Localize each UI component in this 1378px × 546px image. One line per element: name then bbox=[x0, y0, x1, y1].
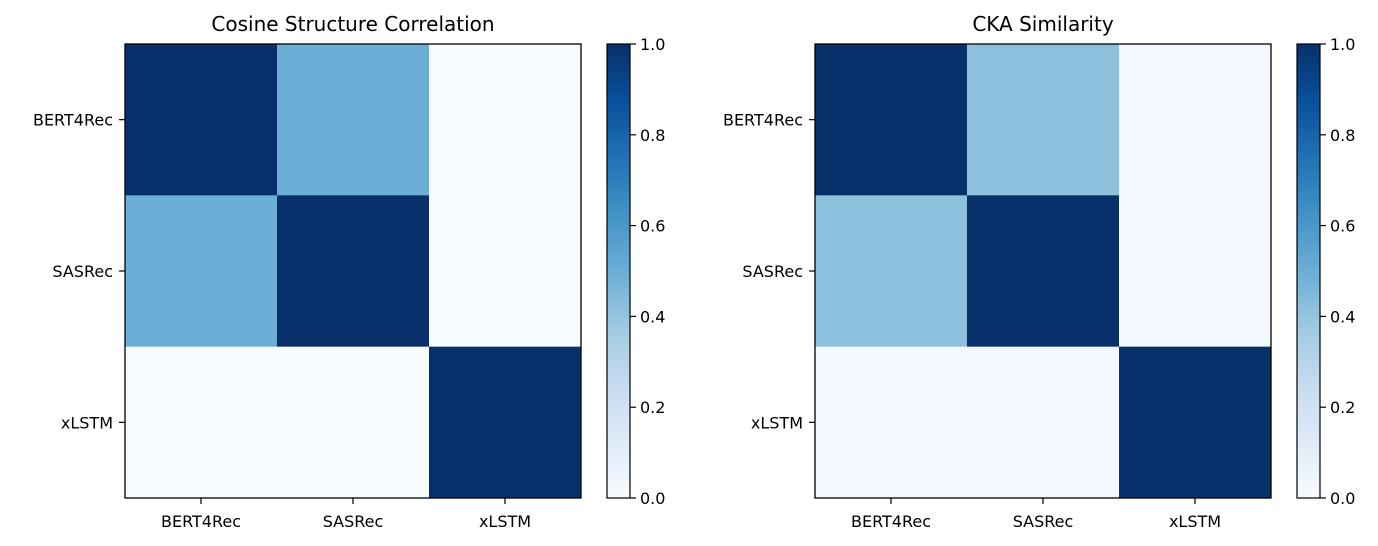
heatmap-cell bbox=[967, 44, 1120, 196]
heatmap-cell bbox=[967, 346, 1120, 499]
colorbar-tick-label: 0.4 bbox=[640, 307, 665, 326]
x-tick-label: SASRec bbox=[1013, 512, 1074, 531]
colorbar-tick-label: 0.4 bbox=[1330, 307, 1355, 326]
heatmap-cell bbox=[1119, 195, 1272, 348]
heatmap-cells bbox=[815, 44, 1272, 499]
colorbar: 0.0 0.2 0.4 0.6 0.8 1.0 bbox=[1296, 35, 1355, 508]
chart-title: CKA Similarity bbox=[972, 12, 1113, 36]
heatmap-cell bbox=[1119, 44, 1272, 196]
colorbar-tick-label: 0.0 bbox=[640, 489, 665, 508]
y-axis: BERT4Rec SASRec xLSTM bbox=[723, 111, 815, 432]
colorbar-tick-label: 0.2 bbox=[640, 398, 665, 417]
y-tick-label: SASRec bbox=[52, 262, 113, 281]
y-axis: BERT4Rec SASRec xLSTM bbox=[33, 111, 125, 432]
heatmap-cell bbox=[429, 44, 582, 196]
y-tick-label: SASRec bbox=[742, 262, 803, 281]
y-tick-label: BERT4Rec bbox=[723, 111, 803, 130]
heatmap-cells bbox=[125, 44, 582, 499]
colorbar-tick-label: 0.8 bbox=[640, 126, 665, 145]
x-tick-label: BERT4Rec bbox=[161, 512, 241, 531]
heatmap-cell bbox=[277, 195, 430, 348]
colorbar-gradient bbox=[1297, 44, 1320, 498]
heatmap-cell bbox=[815, 195, 968, 348]
heatmap-cell bbox=[815, 346, 968, 499]
heatmap-panel-cosine: Cosine Structure Correlation BERT4Rec SAS… bbox=[33, 12, 665, 531]
heatmap-cell bbox=[429, 195, 582, 348]
colorbar-tick-label: 0.6 bbox=[640, 217, 665, 236]
colorbar-tick-label: 1.0 bbox=[640, 35, 665, 54]
x-axis: BERT4Rec SASRec xLSTM bbox=[851, 498, 1221, 531]
colorbar-tick-label: 0.8 bbox=[1330, 126, 1355, 145]
heatmap-cell bbox=[1119, 346, 1272, 499]
y-tick-label: xLSTM bbox=[61, 413, 113, 432]
x-tick-label: xLSTM bbox=[479, 512, 531, 531]
colorbar-gradient bbox=[607, 44, 630, 498]
heatmap-cell bbox=[125, 195, 278, 348]
heatmap-cell bbox=[429, 346, 582, 499]
y-tick-label: xLSTM bbox=[751, 413, 803, 432]
colorbar-frame bbox=[1296, 43, 1321, 499]
colorbar-tick-label: 0.2 bbox=[1330, 398, 1355, 417]
colorbar-tick-label: 1.0 bbox=[1330, 35, 1355, 54]
colorbar-tick-label: 0.0 bbox=[1330, 489, 1355, 508]
x-axis: BERT4Rec SASRec xLSTM bbox=[161, 498, 531, 531]
heatmap-cell bbox=[277, 44, 430, 196]
x-tick-label: BERT4Rec bbox=[851, 512, 931, 531]
heatmap-cell bbox=[125, 44, 278, 196]
y-tick-label: BERT4Rec bbox=[33, 111, 113, 130]
colorbar: 0.0 0.2 0.4 0.6 0.8 1.0 bbox=[606, 35, 665, 508]
x-tick-label: SASRec bbox=[323, 512, 384, 531]
colorbar-frame bbox=[606, 43, 631, 499]
heatmap-cell bbox=[125, 346, 278, 499]
chart-title: Cosine Structure Correlation bbox=[211, 12, 494, 36]
colorbar-tick-label: 0.6 bbox=[1330, 217, 1355, 236]
heatmap-panel-cka: CKA Similarity BERT4Rec SASRec xLSTM BERT4… bbox=[723, 12, 1355, 531]
heatmap-cell bbox=[277, 346, 430, 499]
heatmap-cell bbox=[815, 44, 968, 196]
x-tick-label: xLSTM bbox=[1169, 512, 1221, 531]
heatmap-cell bbox=[967, 195, 1120, 348]
